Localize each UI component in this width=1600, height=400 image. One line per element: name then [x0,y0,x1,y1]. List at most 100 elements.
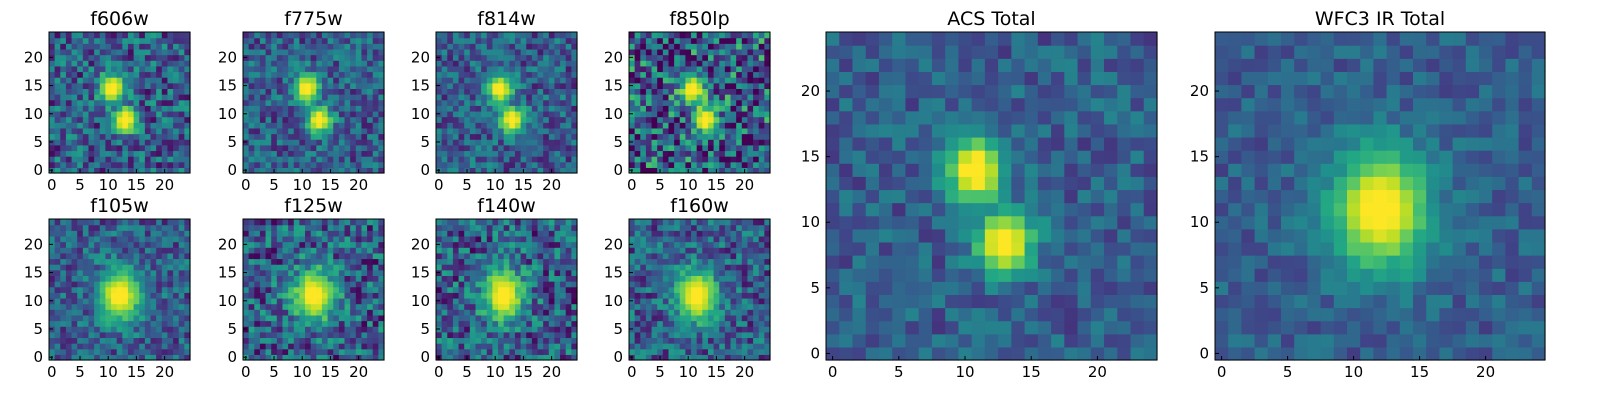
heatmap-cell [571,144,578,152]
heatmap-cell [150,269,157,276]
heatmap-cell [640,297,647,305]
heatmap-cell [276,258,284,265]
heatmap-cell [144,292,152,299]
heatmap-cell [747,133,754,140]
heatmap-cell [60,224,67,231]
heatmap-cell [276,320,284,327]
heatmap-cell [520,292,527,299]
heatmap-cell [54,320,61,327]
heatmap-cell [54,281,61,288]
heatmap-cell [685,99,692,106]
heatmap-cell [531,292,539,299]
heatmap-cell [514,343,522,350]
heatmap-cell [372,161,379,168]
heatmap-cell [747,156,754,163]
heatmap-cell [679,156,686,163]
heatmap-cell [372,139,379,146]
heatmap-cell [560,309,567,316]
heatmap-cell [651,37,658,44]
heatmap-cell [560,281,567,288]
heatmap-cell [88,48,95,56]
heatmap-cell [316,326,323,333]
x-tick-label: 10 [486,363,505,381]
heatmap-cell [299,43,306,50]
heatmap-cell [560,167,567,174]
heatmap-cell [634,331,641,339]
heatmap-cell [565,241,572,248]
heatmap-cell [747,60,754,67]
heatmap-cell [49,32,56,39]
heatmap-cell [127,247,135,254]
heatmap-cell [526,139,533,146]
heatmap-cell [127,71,135,78]
heatmap-cell [265,139,272,146]
heatmap-cell [133,133,140,140]
heatmap-cell [560,297,567,305]
heatmap-cell [350,303,357,310]
heatmap-cell [560,88,567,95]
heatmap-cell [327,122,334,129]
heatmap-cell [161,269,169,276]
heatmap-cell [122,139,129,146]
heatmap-cell [350,348,357,355]
heatmap-cell [122,354,129,361]
heatmap-cell [481,37,488,44]
heatmap-cell [94,161,101,168]
heatmap-cell [531,348,539,355]
x-tick-label: 5 [462,363,472,381]
heatmap-cell [259,326,267,333]
heatmap-cell [321,348,329,355]
heatmap-cell [350,343,357,350]
heatmap-cell [333,116,340,123]
heatmap-cell [367,139,374,146]
heatmap-cell [316,286,323,293]
heatmap-cell [310,286,317,293]
heatmap-cell [259,235,267,243]
heatmap-cell [537,348,544,355]
heatmap-cell [464,32,471,39]
heatmap-cell [520,122,527,129]
heatmap-cell [520,116,527,123]
heatmap-cell [475,127,482,135]
heatmap-cell [150,224,157,231]
heatmap-cell [486,224,493,231]
heatmap-cell [469,82,477,89]
heatmap-cell [178,292,185,299]
heatmap-cell [674,48,681,56]
heatmap-cell [668,337,675,344]
heatmap-cell [475,88,482,95]
heatmap-cell [702,331,709,339]
heatmap-cell [543,167,550,174]
heatmap-cell [548,116,556,123]
heatmap-cell [713,297,720,305]
heatmap-cell [537,224,544,231]
heatmap-cell [139,48,146,56]
heatmap-cell [464,348,471,355]
heatmap-cell [333,286,340,293]
heatmap-cell [276,281,284,288]
heatmap-cell [719,161,726,168]
heatmap-cell [719,82,726,89]
heatmap-cell [565,105,572,112]
heatmap-cell [469,127,477,135]
heatmap-cell [554,54,561,61]
heatmap-cell [282,37,289,44]
heatmap-cell [475,48,482,56]
heatmap-cell [503,88,510,95]
heatmap-cell [144,297,152,305]
heatmap-cell [674,348,681,355]
heatmap-cell [509,326,516,333]
y-tick-label: 0 [420,161,430,179]
heatmap-cell [243,48,250,56]
heatmap-cell [651,60,658,67]
heatmap-cell [481,314,488,322]
heatmap-cell [662,303,670,310]
heatmap-cell [486,139,493,146]
heatmap-cell [49,309,56,316]
x-tick-label: 0 [434,363,444,381]
heatmap-cell [88,230,95,237]
heatmap-cell [724,275,732,282]
heatmap-cell [696,292,703,299]
heatmap-cell [543,343,550,350]
heatmap-cell [736,156,743,163]
